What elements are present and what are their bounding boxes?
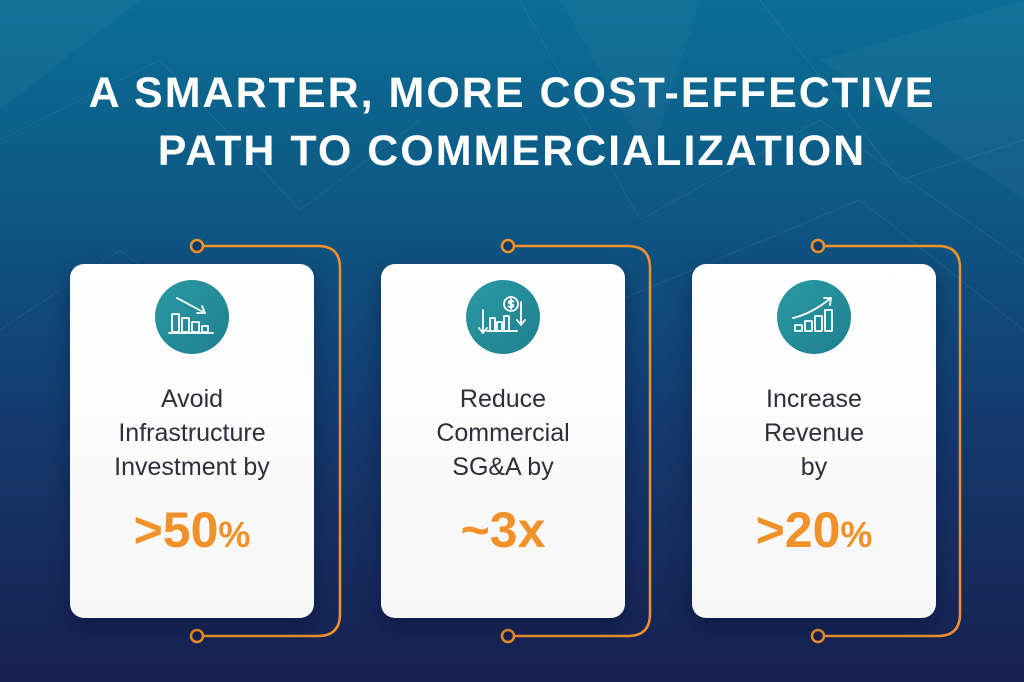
stat-card-infrastructure: Avoid Infrastructure Investment by >50% — [70, 264, 314, 618]
stat-number: ~3x — [460, 502, 546, 558]
stat-number: >20 — [755, 502, 841, 558]
card-text-line: Investment by — [114, 453, 270, 481]
headline-line-1: A SMARTER, MORE COST-EFFECTIVE — [88, 69, 936, 117]
card-text-line: Reduce — [459, 385, 547, 413]
card-description: Increase Revenue by — [702, 382, 926, 484]
card-text-line: by — [800, 453, 828, 481]
stat-value: >20% — [692, 500, 936, 565]
stat-unit: % — [218, 514, 251, 555]
card-description: Reduce Commercial SG&A by — [391, 382, 615, 484]
card-description: Avoid Infrastructure Investment by — [80, 382, 304, 484]
declining-bar-chart-icon — [155, 280, 229, 354]
cost-reduction-chart-icon — [466, 280, 540, 354]
card-text-line: Avoid — [160, 385, 224, 413]
growth-bar-chart-icon — [777, 280, 851, 354]
card-text-line: Infrastructure — [118, 419, 266, 447]
stat-value: >50% — [70, 500, 314, 565]
stat-number: >50 — [133, 502, 219, 558]
card-text-line: Increase — [766, 385, 862, 413]
stat-value: ~3x — [381, 500, 625, 565]
headline-line-2: PATH TO COMMERCIALIZATION — [157, 127, 867, 175]
stat-card-revenue: Increase Revenue by >20% — [692, 264, 936, 618]
headline: A SMARTER, MORE COST-EFFECTIVE PATH TO C… — [0, 64, 1024, 180]
stat-card-sga: Reduce Commercial SG&A by ~3x — [381, 264, 625, 618]
card-text-line: Revenue — [763, 419, 865, 447]
card-text-line: Commercial — [436, 419, 570, 447]
stat-unit: % — [840, 514, 873, 555]
card-text-line: SG&A by — [452, 453, 554, 481]
